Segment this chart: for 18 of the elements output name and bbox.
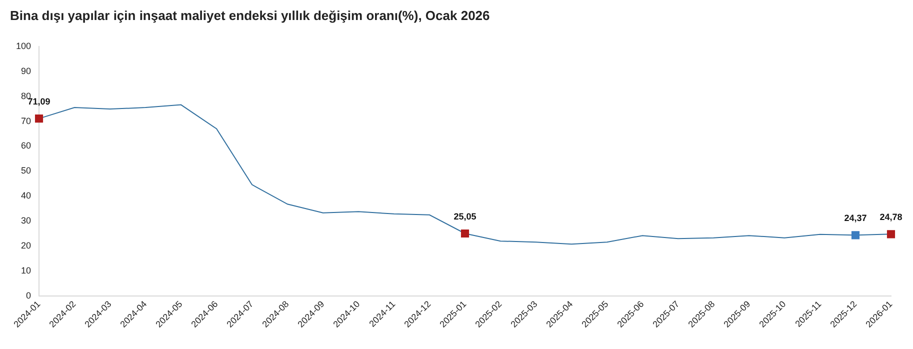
- y-tick-label: 20: [21, 240, 32, 251]
- data-label: 24,78: [880, 212, 902, 222]
- point: [886, 230, 896, 238]
- y-tick-label: 30: [21, 216, 32, 226]
- data-label: 24,37: [844, 213, 867, 224]
- y-tick-label: 10: [21, 266, 32, 276]
- y-tick-label: 90: [21, 66, 32, 76]
- point: [34, 114, 44, 123]
- y-tick-label: 50: [21, 166, 32, 176]
- y-tick-label: 60: [21, 140, 32, 151]
- data-label: 25,05: [454, 211, 476, 222]
- point: [460, 229, 470, 238]
- y-tick-label: 70: [21, 116, 32, 126]
- chart-title: Bina dışı yapılar için inşaat maliyet endeksi yıllık değişim oranı(%), Ocak 2026: [10, 8, 491, 23]
- y-tick-label: 0: [26, 290, 32, 300]
- y-tick-label: 40: [21, 190, 32, 201]
- y-tick-label: 100: [16, 40, 32, 51]
- point: [851, 231, 860, 240]
